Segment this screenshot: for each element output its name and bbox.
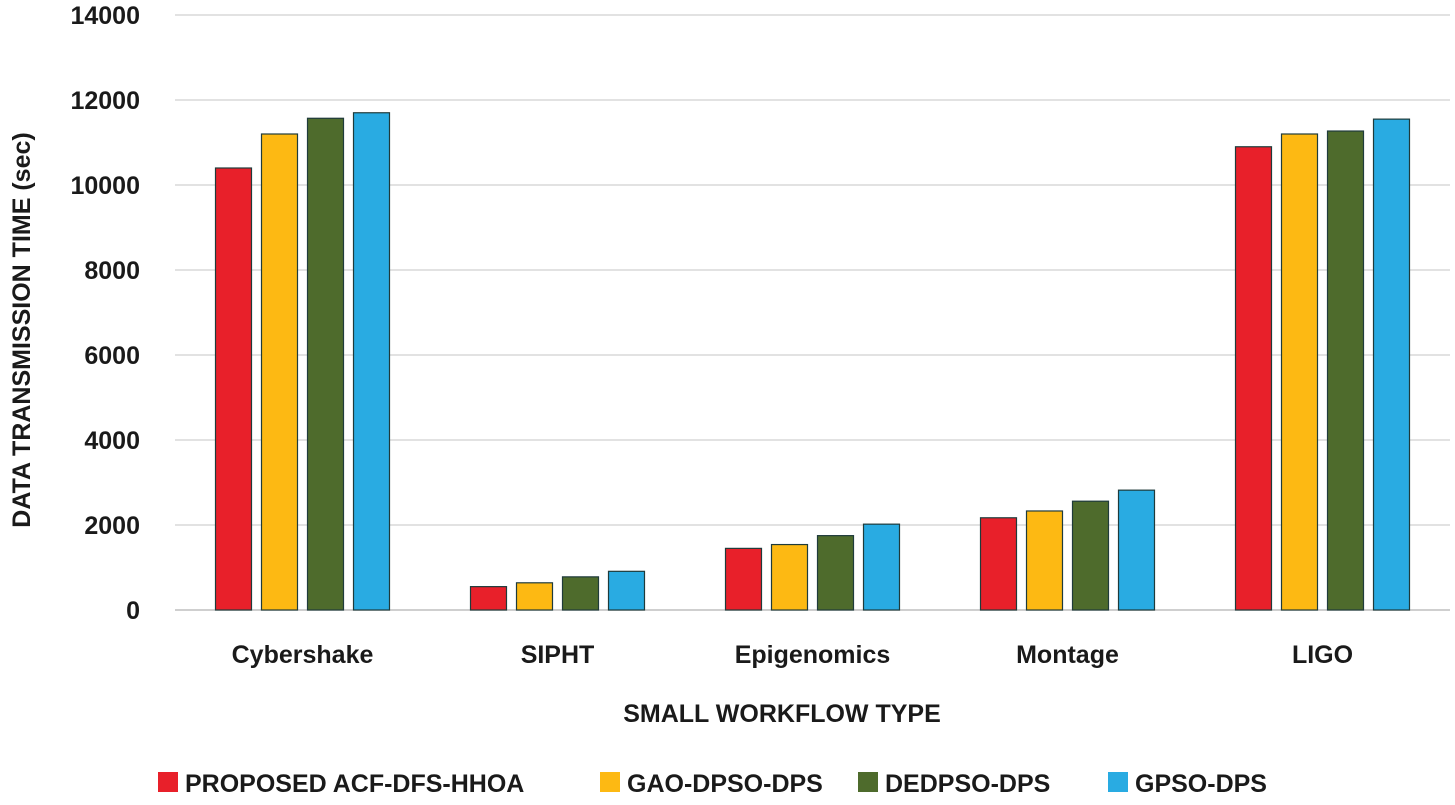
bars [214, 112, 1411, 611]
y-tick-label: 6000 [84, 342, 140, 370]
bar-gao-dpso-dps-montage [1025, 510, 1064, 611]
x-tick-label: SIPHT [521, 641, 595, 669]
x-tick-label: Montage [1016, 641, 1119, 669]
bar-gao-dpso-dps-sipht [515, 582, 554, 611]
y-tick-label: 14000 [70, 2, 140, 30]
legend-label: GPSO-DPS [1135, 770, 1267, 798]
bar-gpso-dps-cybershake [352, 112, 391, 611]
bar-gpso-dps-montage [1117, 489, 1156, 611]
bar-dedpso-dps-ligo [1326, 130, 1365, 611]
y-tick-label: 0 [126, 597, 140, 625]
x-axis-ticks: Cybershake SIPHT Epigenomics Montage LIGO [232, 641, 1353, 669]
legend-swatch [600, 772, 620, 792]
legend-swatch [158, 772, 178, 792]
legend-label: GAO-DPSO-DPS [627, 770, 823, 798]
y-tick-label: 2000 [84, 512, 140, 540]
bar-gpso-dps-ligo [1372, 118, 1411, 611]
bar-gao-dpso-dps-ligo [1280, 133, 1319, 611]
bar-proposed-acf-dfs-hhoa-sipht [469, 586, 508, 611]
y-tick-label: 8000 [84, 257, 140, 285]
x-tick-label: LIGO [1292, 641, 1353, 669]
y-axis-ticks: 0 2000 4000 6000 8000 10000 12000 14000 [70, 2, 140, 625]
bar-dedpso-dps-sipht [561, 576, 600, 611]
legend-item-gao-dpso-dps: GAO-DPSO-DPS [600, 770, 823, 798]
legend-item-gpso-dps: GPSO-DPS [1108, 770, 1267, 798]
bar-gao-dpso-dps-epigenomics [770, 543, 809, 611]
legend-item-proposed-acf-dfs-hhoa: PROPOSED ACF-DFS-HHOA [158, 770, 524, 798]
legend-label: PROPOSED ACF-DFS-HHOA [185, 770, 524, 798]
legend-swatch [1108, 772, 1128, 792]
bar-proposed-acf-dfs-hhoa-epigenomics [724, 547, 763, 611]
bar-gpso-dps-sipht [607, 570, 646, 611]
x-tick-label: Cybershake [232, 641, 374, 669]
legend-label: DEDPSO-DPS [885, 770, 1050, 798]
bar-gao-dpso-dps-cybershake [260, 133, 299, 611]
x-axis-title: SMALL WORKFLOW TYPE [623, 700, 941, 728]
y-axis-title: DATA TRANSMISSION TIME (sec) [8, 132, 36, 527]
bar-dedpso-dps-epigenomics [816, 535, 855, 611]
bar-proposed-acf-dfs-hhoa-ligo [1234, 146, 1273, 611]
bar-dedpso-dps-montage [1071, 500, 1110, 611]
y-tick-label: 4000 [84, 427, 140, 455]
legend: PROPOSED ACF-DFS-HHOA GAO-DPSO-DPS DEDPSO-… [158, 770, 1267, 798]
bar-gpso-dps-epigenomics [862, 523, 901, 611]
bar-proposed-acf-dfs-hhoa-montage [979, 517, 1018, 611]
legend-item-dedpso-dps: DEDPSO-DPS [858, 770, 1050, 798]
bar-dedpso-dps-cybershake [306, 117, 345, 611]
legend-swatch [858, 772, 878, 792]
y-tick-label: 10000 [70, 172, 140, 200]
x-tick-label: Epigenomics [735, 641, 891, 669]
y-tick-label: 12000 [70, 87, 140, 115]
bar-proposed-acf-dfs-hhoa-cybershake [214, 167, 253, 611]
